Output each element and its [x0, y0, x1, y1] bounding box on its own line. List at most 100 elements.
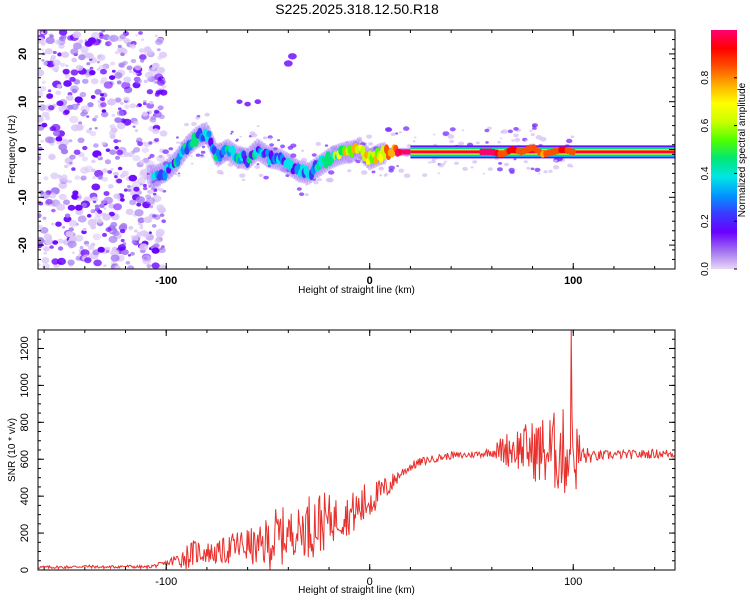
noise-blob	[72, 31, 82, 39]
noise-blob	[42, 216, 47, 220]
noise-blob	[147, 156, 152, 159]
noise-blob	[254, 99, 262, 105]
noise-blob	[44, 48, 53, 55]
ridge-halo	[146, 164, 154, 188]
noise-blob	[77, 193, 82, 197]
noise-blob	[128, 174, 138, 182]
y-tick-label: -10	[17, 189, 29, 205]
spectrogram-marks	[38, 30, 675, 269]
colorbar-gradient	[711, 30, 737, 269]
noise-blob	[136, 137, 143, 143]
noise-blob	[108, 211, 115, 217]
noise-blob	[535, 135, 542, 140]
noise-blob	[290, 143, 297, 148]
noise-blob	[91, 168, 96, 173]
noise-blob	[200, 123, 204, 125]
noise-blob	[134, 209, 144, 217]
noise-blob	[86, 213, 92, 218]
noise-blob	[113, 203, 122, 211]
noise-blob	[62, 110, 69, 116]
noise-blob	[153, 109, 160, 114]
noise-blob	[86, 115, 90, 118]
noise-blob	[77, 215, 87, 223]
noise-blob	[102, 212, 107, 217]
noise-blob	[114, 50, 119, 55]
noise-blob	[49, 245, 54, 249]
noise-blob	[177, 172, 181, 175]
noise-blob	[526, 166, 531, 170]
noise-blob	[137, 177, 146, 185]
noise-blob	[149, 204, 154, 209]
noise-blob	[143, 232, 150, 238]
noise-blob	[89, 70, 96, 76]
noise-blob	[56, 100, 64, 107]
noise-blob	[142, 100, 147, 104]
noise-blob	[442, 162, 446, 165]
noise-blob	[58, 30, 68, 36]
colorbar-tick-label: 0.0	[700, 262, 711, 276]
noise-blob	[153, 189, 158, 193]
noise-blob	[42, 263, 50, 269]
noise-blob	[63, 80, 72, 87]
y-tick-label: 800	[19, 413, 31, 431]
noise-blob	[143, 216, 152, 224]
noise-blob	[108, 235, 118, 244]
noise-blob	[97, 246, 105, 253]
noise-blob	[82, 145, 88, 151]
noise-blob	[151, 224, 157, 228]
noise-blob	[63, 199, 70, 205]
noise-blob	[82, 227, 87, 232]
noise-blob	[305, 183, 308, 186]
noise-blob	[485, 141, 489, 144]
noise-blob	[89, 131, 97, 137]
noise-blob	[530, 167, 535, 171]
noise-blob	[537, 172, 541, 175]
noise-blob	[114, 175, 118, 179]
noise-blob	[128, 70, 133, 73]
y-axis-label: SNR (10 * v/v)	[7, 418, 18, 482]
noise-blob	[190, 162, 194, 165]
noise-blob	[245, 148, 249, 150]
noise-blob	[96, 60, 100, 64]
noise-blob	[121, 81, 131, 90]
noise-blob	[174, 173, 178, 176]
noise-blob	[371, 170, 376, 174]
noise-blob	[151, 66, 157, 71]
noise-blob	[129, 103, 136, 109]
noise-blob	[124, 104, 130, 109]
noise-blob	[48, 154, 56, 161]
noise-blob	[57, 257, 66, 265]
noise-blob	[330, 145, 337, 150]
noise-blob	[75, 64, 84, 71]
y-tick-label: 0	[19, 567, 31, 573]
noise-blob	[56, 84, 62, 88]
noise-blob	[84, 257, 92, 264]
noise-blob	[105, 41, 112, 47]
noise-blob	[347, 159, 353, 164]
noise-blob	[97, 54, 106, 61]
noise-blob	[43, 246, 50, 252]
noise-blob	[143, 79, 149, 84]
noise-blob	[134, 129, 139, 133]
noise-blob	[227, 162, 234, 167]
noise-blob	[152, 214, 157, 218]
noise-blob	[90, 78, 99, 85]
noise-blob	[176, 141, 180, 144]
y-tick-label: 1000	[19, 373, 31, 397]
noise-blob	[123, 96, 130, 102]
noise-blob	[86, 62, 91, 66]
colorbar-tick-label: 0.8	[700, 70, 711, 84]
chart-title: S225.2025.318.12.50.R18	[275, 1, 439, 17]
noise-blob	[120, 238, 125, 243]
noise-blob	[55, 136, 63, 142]
noise-blob	[52, 240, 59, 245]
noise-blob	[101, 141, 107, 146]
noise-blob	[146, 264, 152, 269]
noise-blob	[498, 162, 503, 165]
y-tick-label: 1200	[19, 336, 31, 360]
noise-blob	[277, 139, 281, 142]
noise-blob	[149, 117, 157, 123]
noise-blob	[117, 107, 122, 111]
noise-blob	[412, 140, 416, 143]
